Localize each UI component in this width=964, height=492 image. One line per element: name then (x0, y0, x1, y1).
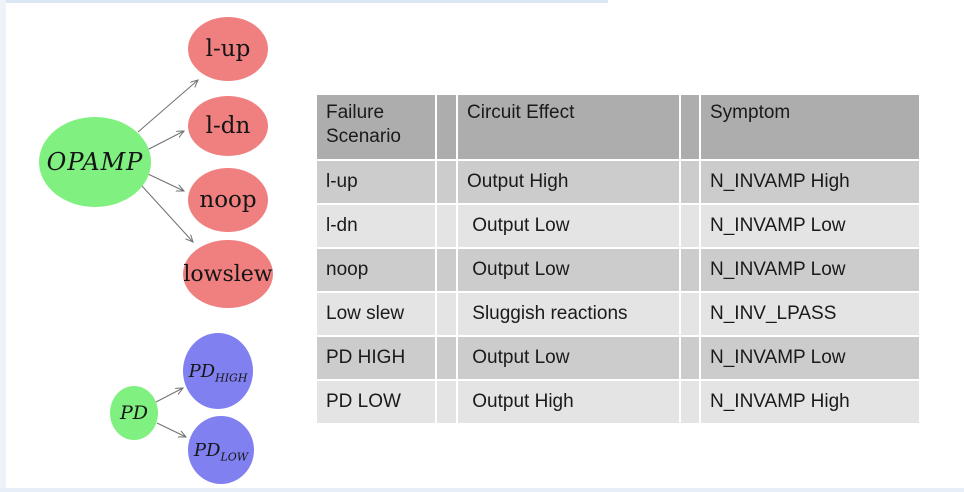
cell-effect: Output Low (458, 337, 679, 379)
cell-symptom: N_INVAMP Low (701, 249, 919, 291)
node-pd-label: PD (119, 402, 149, 424)
cell-symptom: N_INVAMP Low (701, 205, 919, 247)
cell-spacer (437, 249, 456, 291)
table-row: l-up Output High N_INVAMP High (317, 161, 919, 203)
table-header-row: Failure Scenario Circuit Effect Symptom (317, 95, 919, 159)
table-row: PD HIGH Output Low N_INVAMP Low (317, 337, 919, 379)
cell-effect: Output High (458, 161, 679, 203)
header-failure-scenario: Failure Scenario (317, 95, 435, 159)
cell-symptom: N_INV_LPASS (701, 293, 919, 335)
table-row: noop Output Low N_INVAMP Low (317, 249, 919, 291)
node-l-up-label: l-up (205, 36, 251, 62)
cell-effect: Sluggish reactions (458, 293, 679, 335)
edge-opamp-noop (147, 173, 184, 191)
node-l-dn-label: l-dn (205, 113, 251, 139)
cell-symptom: N_INVAMP High (701, 161, 919, 203)
cell-scenario: Low slew (317, 293, 435, 335)
cell-effect: Output High (458, 381, 679, 423)
header-spacer-2 (681, 95, 699, 159)
node-opamp-label: OPAMP (46, 148, 144, 176)
cell-spacer (437, 381, 456, 423)
cell-scenario: l-up (317, 161, 435, 203)
cell-spacer (681, 205, 699, 247)
page-edge-left (0, 0, 6, 492)
node-lowslew-label: lowslew (183, 261, 273, 287)
cell-spacer (437, 161, 456, 203)
cell-scenario: PD LOW (317, 381, 435, 423)
node-noop-label: noop (199, 187, 257, 213)
cell-spacer (681, 293, 699, 335)
table-row: Low slew Sluggish reactions N_INV_LPASS (317, 293, 919, 335)
node-pd-low-label: PDLOW (193, 439, 249, 464)
header-spacer-1 (437, 95, 456, 159)
node-pd: PD (110, 386, 158, 440)
page-edge-bottom (0, 488, 964, 492)
cell-spacer (437, 337, 456, 379)
cell-scenario: noop (317, 249, 435, 291)
cell-symptom: N_INVAMP Low (701, 337, 919, 379)
node-pd-high-label: PDHIGH (188, 360, 248, 385)
node-pd-low-subscript: LOW (220, 450, 249, 464)
cell-spacer (681, 337, 699, 379)
edge-pd-pdhigh (155, 388, 183, 403)
node-pd-high: PDHIGH (183, 333, 253, 409)
cell-scenario: l-dn (317, 205, 435, 247)
header-circuit-effect: Circuit Effect (458, 95, 679, 159)
node-lowslew: lowslew (183, 240, 273, 308)
cell-spacer (681, 249, 699, 291)
node-pd-high-subscript: HIGH (215, 371, 248, 385)
cell-symptom: N_INVAMP High (701, 381, 919, 423)
node-l-up: l-up (188, 17, 268, 81)
table-row: PD LOW Output High N_INVAMP High (317, 381, 919, 423)
cell-effect: Output Low (458, 249, 679, 291)
cell-spacer (437, 205, 456, 247)
edge-opamp-lup (137, 80, 198, 133)
node-l-dn: l-dn (188, 96, 268, 156)
header-symptom: Symptom (701, 95, 919, 159)
node-opamp: OPAMP (39, 117, 151, 207)
node-pd-low: PDLOW (188, 416, 254, 484)
edge-pd-pdlow (156, 422, 186, 437)
table-row: l-dn Output Low N_INVAMP Low (317, 205, 919, 247)
cell-spacer (437, 293, 456, 335)
cell-effect: Output Low (458, 205, 679, 247)
cell-spacer (681, 161, 699, 203)
cell-scenario: PD HIGH (317, 337, 435, 379)
edge-opamp-lowslew (141, 185, 193, 242)
edge-opamp-ldn (146, 131, 184, 151)
page-edge-top (0, 0, 608, 3)
node-noop: noop (188, 168, 268, 232)
cell-spacer (681, 381, 699, 423)
failure-scenario-table: Failure Scenario Circuit Effect Symptom … (315, 93, 921, 425)
